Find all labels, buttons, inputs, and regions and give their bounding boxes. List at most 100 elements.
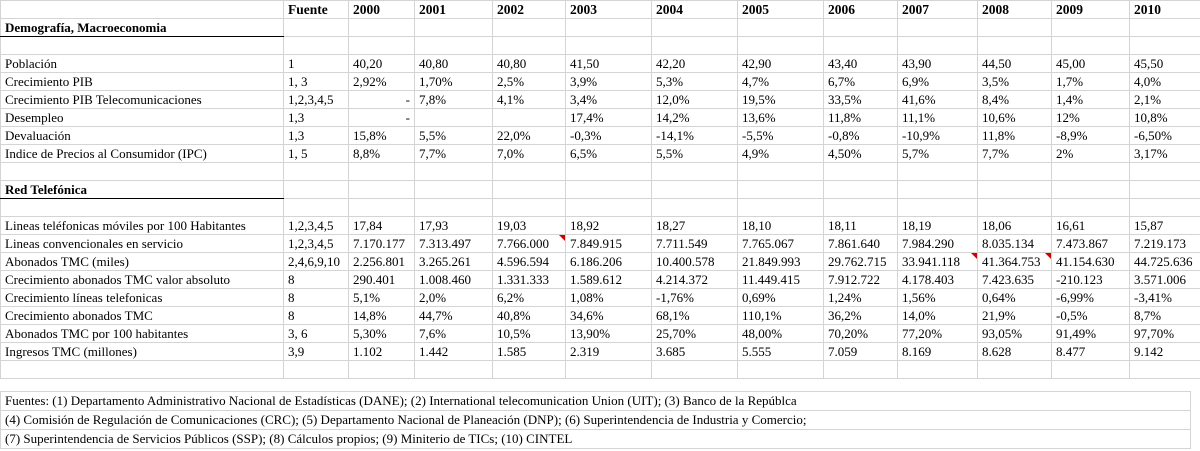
empty-cell	[651, 360, 738, 379]
empty-cell	[823, 36, 898, 55]
empty-cell	[1129, 36, 1200, 55]
data-cell: 1,24%	[823, 288, 898, 307]
row-label: Indice de Precios al Consumidor (IPC)	[0, 144, 284, 163]
data-cell: 33,5%	[823, 90, 898, 109]
empty-cell	[492, 360, 566, 379]
data-cell: 41.154.630	[1051, 252, 1130, 271]
empty-cell	[897, 198, 978, 217]
data-cell	[414, 108, 493, 127]
header-year: 2005	[737, 0, 824, 19]
data-cell: 4,0%	[1129, 72, 1200, 91]
row-label: Crecimiento PIB	[0, 72, 284, 91]
data-cell: 29.762.715	[823, 252, 898, 271]
data-cell: 40,8%	[492, 306, 566, 325]
empty-cell	[565, 162, 652, 181]
row-source: 8	[283, 306, 349, 325]
footnote-line: (4) Comisión de Regulación de Comunicaci…	[0, 410, 1191, 430]
empty-cell	[823, 198, 898, 217]
data-cell: 17,93	[414, 216, 493, 235]
empty-cell	[283, 198, 349, 217]
blank-row	[0, 162, 1200, 181]
empty-cell	[651, 36, 738, 55]
empty-cell	[565, 18, 652, 37]
data-cell: 8.169	[897, 342, 978, 361]
data-cell: 68,1%	[651, 306, 738, 325]
data-cell: 6,2%	[492, 288, 566, 307]
data-cell: 40,80	[492, 54, 566, 73]
data-cell: 10.400.578	[651, 252, 738, 271]
data-cell: 7.423.635	[977, 270, 1052, 289]
header-year: 2001	[414, 0, 493, 19]
empty-cell	[1051, 360, 1130, 379]
data-cell: 7,0%	[492, 144, 566, 163]
row-source: 8	[283, 288, 349, 307]
data-cell: 5,1%	[348, 288, 415, 307]
header-year: 2000	[348, 0, 415, 19]
header-corner	[0, 0, 284, 19]
row-label: Abonados TMC por 100 habitantes	[0, 324, 284, 343]
data-cell: 9.142	[1129, 342, 1200, 361]
data-cell: 2,0%	[414, 288, 493, 307]
data-cell: 7.170.177	[348, 234, 415, 253]
data-cell: 42,90	[737, 54, 824, 73]
header-year: 2003	[565, 0, 652, 19]
data-table: Fuente 2000 2001 2002 2003 2004 2005 2006 2007 20…	[0, 0, 1200, 379]
empty-cell	[348, 162, 415, 181]
empty-cell	[283, 360, 349, 379]
empty-cell	[823, 18, 898, 37]
data-cell: -8,9%	[1051, 126, 1130, 145]
data-cell: 10,8%	[1129, 108, 1200, 127]
empty-cell	[414, 360, 493, 379]
row-source: 1	[283, 54, 349, 73]
data-cell: 43,40	[823, 54, 898, 73]
section-row: Demografía, Macroeconomia	[0, 18, 1200, 37]
data-cell: -6,50%	[1129, 126, 1200, 145]
data-cell: 7,7%	[977, 144, 1052, 163]
empty-cell	[737, 36, 824, 55]
empty-cell	[283, 36, 349, 55]
data-cell: 5,7%	[897, 144, 978, 163]
row-label: Crecimiento líneas telefonicas	[0, 288, 284, 307]
data-cell: 18,10	[737, 216, 824, 235]
row-source: 1, 3	[283, 72, 349, 91]
data-cell: 7,7%	[414, 144, 493, 163]
empty-cell	[0, 360, 284, 379]
header-year: 2009	[1051, 0, 1130, 19]
empty-cell	[897, 180, 978, 199]
data-cell: 18,06	[977, 216, 1052, 235]
data-cell: 2%	[1051, 144, 1130, 163]
data-cell: 10,6%	[977, 108, 1052, 127]
row-label: Crecimiento abonados TMC	[0, 306, 284, 325]
data-cell: 19,03	[492, 216, 566, 235]
data-cell: 2.319	[565, 342, 652, 361]
data-cell: 1.008.460	[414, 270, 493, 289]
data-cell: 5,5%	[651, 144, 738, 163]
empty-cell	[651, 198, 738, 217]
data-cell: 7.861.640	[823, 234, 898, 253]
table-row: Abonados TMC por 100 habitantes 3, 6 5,30%…	[0, 324, 1200, 343]
row-label: Ingresos TMC (millones)	[0, 342, 284, 361]
empty-cell	[897, 18, 978, 37]
data-cell: 40,80	[414, 54, 493, 73]
empty-cell	[348, 36, 415, 55]
data-cell: 4.214.372	[651, 270, 738, 289]
section-row: Red Telefónica	[0, 180, 1200, 199]
row-source: 3, 6	[283, 324, 349, 343]
empty-cell	[651, 180, 738, 199]
empty-cell	[414, 180, 493, 199]
empty-cell	[737, 18, 824, 37]
empty-cell	[565, 180, 652, 199]
table-row: Desempleo 1,3-17,4% 14,2% 13,6% 11,8% 11,1% 10…	[0, 108, 1200, 127]
data-cell: 1.585	[492, 342, 566, 361]
table-row: Abonados TMC (miles) 2,4,6,9,10 2.256.801 3…	[0, 252, 1200, 271]
data-cell: 7.912.722	[823, 270, 898, 289]
empty-cell	[897, 162, 978, 181]
data-cell: 14,8%	[348, 306, 415, 325]
data-cell: 3.685	[651, 342, 738, 361]
data-cell: 6,5%	[565, 144, 652, 163]
data-cell: 6.186.206	[565, 252, 652, 271]
blank-row	[0, 360, 1200, 379]
data-cell: 8,8%	[348, 144, 415, 163]
empty-cell	[492, 180, 566, 199]
